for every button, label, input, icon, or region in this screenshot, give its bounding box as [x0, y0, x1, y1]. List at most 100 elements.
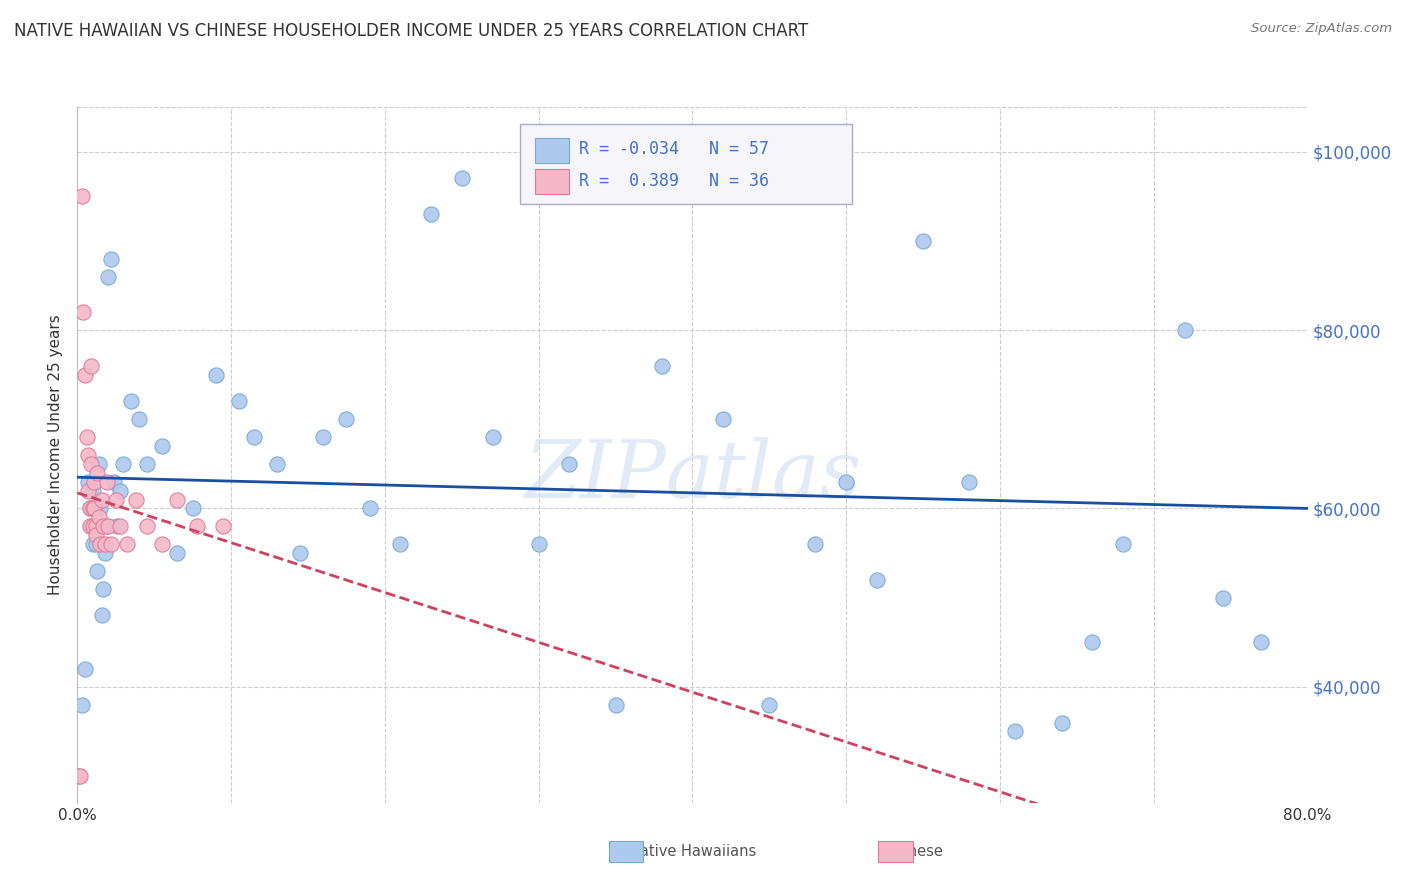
Point — [94, 537, 117, 551]
Point — [115, 537, 138, 551]
Point — [93, 582, 115, 596]
Point — [84, 537, 107, 551]
FancyBboxPatch shape — [520, 124, 852, 204]
Point — [96, 519, 118, 533]
Point — [86, 564, 108, 578]
Point — [558, 457, 581, 471]
Point — [181, 501, 204, 516]
Point — [84, 519, 107, 533]
Point — [1250, 635, 1272, 649]
Point — [204, 368, 226, 382]
Point — [89, 501, 111, 516]
Text: R =  0.389   N = 36: R = 0.389 N = 36 — [579, 172, 769, 190]
Point — [312, 430, 335, 444]
Bar — [536, 169, 569, 194]
Point — [73, 368, 96, 382]
Text: NATIVE HAWAIIAN VS CHINESE HOUSEHOLDER INCOME UNDER 25 YEARS CORRELATION CHART: NATIVE HAWAIIAN VS CHINESE HOUSEHOLDER I… — [14, 22, 808, 40]
Point — [290, 546, 312, 560]
Point — [243, 430, 266, 444]
Point — [77, 483, 100, 498]
Point — [120, 394, 142, 409]
Point — [79, 501, 101, 516]
Point — [1112, 537, 1135, 551]
Bar — [879, 841, 912, 862]
Point — [90, 492, 114, 507]
Point — [97, 519, 120, 533]
Point — [527, 537, 550, 551]
Point — [166, 546, 188, 560]
Point — [1004, 724, 1026, 739]
Point — [79, 519, 101, 533]
Point — [73, 662, 96, 676]
Point — [103, 475, 125, 489]
Point — [420, 207, 443, 221]
Point — [150, 537, 173, 551]
Point — [128, 412, 150, 426]
Point — [212, 519, 235, 533]
Point — [651, 359, 673, 373]
Point — [125, 492, 148, 507]
Point — [67, 769, 90, 783]
Point — [112, 457, 135, 471]
Point — [166, 492, 188, 507]
Point — [69, 769, 91, 783]
Point — [83, 475, 105, 489]
Point — [1050, 715, 1073, 730]
Point — [450, 171, 472, 186]
Point — [89, 537, 111, 551]
Point — [100, 537, 122, 551]
Point — [711, 412, 734, 426]
Point — [82, 537, 104, 551]
Point — [94, 546, 117, 560]
Text: Native Hawaiians: Native Hawaiians — [628, 844, 756, 859]
Point — [758, 698, 780, 712]
Text: Source: ZipAtlas.com: Source: ZipAtlas.com — [1251, 22, 1392, 36]
Point — [97, 269, 120, 284]
Point — [82, 519, 104, 533]
Point — [72, 305, 94, 319]
Point — [228, 394, 250, 409]
Point — [80, 359, 103, 373]
Point — [912, 234, 935, 248]
Point — [79, 501, 101, 516]
Point — [150, 439, 173, 453]
Y-axis label: Householder Income Under 25 years: Householder Income Under 25 years — [48, 315, 63, 595]
Point — [1081, 635, 1104, 649]
Point — [93, 519, 115, 533]
Point — [110, 483, 132, 498]
Point — [86, 466, 108, 480]
Point — [90, 608, 114, 623]
Text: ZIP​atlas: ZIP​atlas — [524, 437, 860, 515]
Point — [804, 537, 827, 551]
Point — [77, 448, 100, 462]
Point — [605, 698, 627, 712]
Point — [389, 537, 412, 551]
Text: R = -0.034   N = 57: R = -0.034 N = 57 — [579, 140, 769, 159]
Point — [96, 475, 118, 489]
Point — [835, 475, 858, 489]
Point — [186, 519, 208, 533]
Point — [481, 430, 503, 444]
Point — [100, 252, 122, 266]
Point — [87, 510, 110, 524]
Point — [104, 492, 127, 507]
Point — [70, 698, 93, 712]
Point — [866, 573, 889, 587]
Point — [87, 457, 110, 471]
Point — [110, 519, 132, 533]
Point — [84, 528, 107, 542]
Point — [76, 430, 98, 444]
Point — [82, 501, 104, 516]
Point — [135, 457, 157, 471]
Point — [83, 501, 105, 516]
Point — [135, 519, 157, 533]
Bar — [609, 841, 644, 862]
Point — [77, 475, 100, 489]
Point — [335, 412, 357, 426]
Point — [70, 189, 93, 203]
Point — [266, 457, 288, 471]
Point — [82, 483, 104, 498]
Point — [1212, 591, 1234, 605]
Point — [359, 501, 381, 516]
Point — [80, 457, 103, 471]
